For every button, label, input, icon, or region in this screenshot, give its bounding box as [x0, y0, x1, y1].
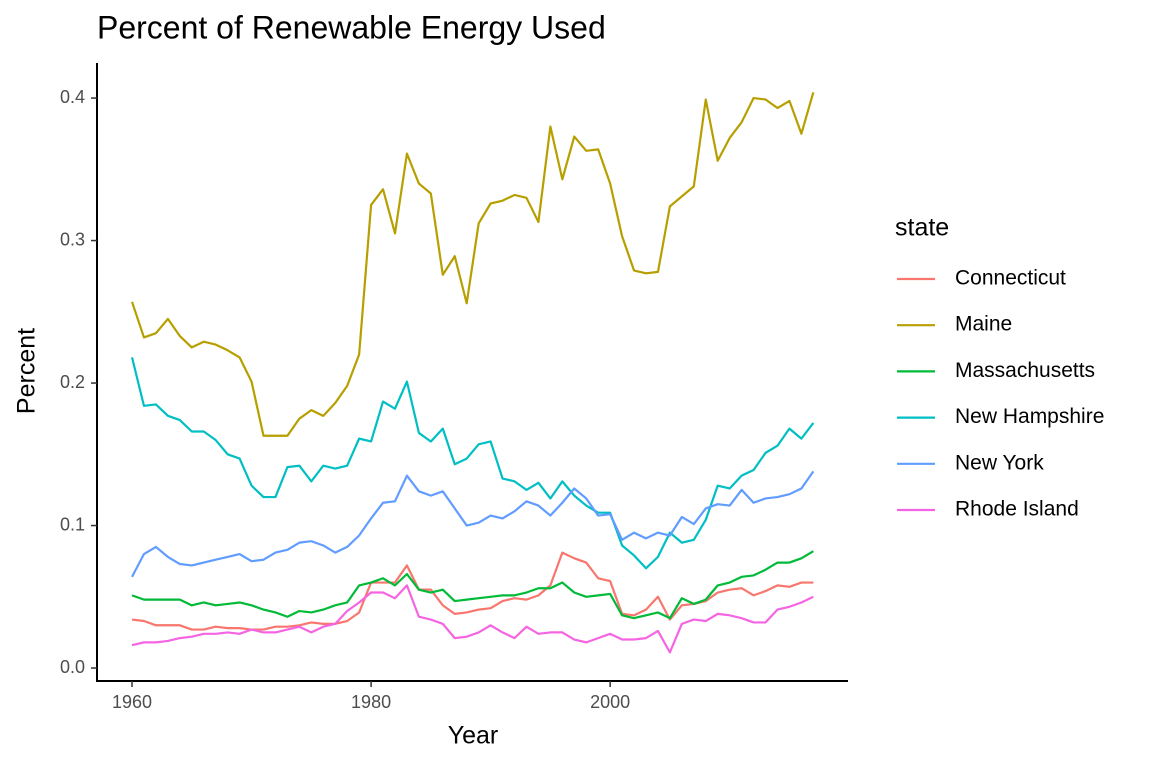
legend-label: New Hampshire — [955, 405, 1104, 428]
series-line — [130, 357, 815, 570]
y-tick-label: 0.4 — [60, 87, 85, 107]
y-tick-label: 0.3 — [60, 229, 85, 249]
legend-title: state — [895, 214, 949, 242]
series-line — [130, 92, 815, 437]
series-line — [131, 584, 814, 654]
x-tick-label: 2000 — [590, 692, 630, 712]
legend-label: Rhode Island — [955, 498, 1079, 521]
legend-label: Maine — [955, 313, 1012, 336]
legend-label: New York — [955, 451, 1044, 474]
x-tick-label: 1960 — [112, 692, 152, 712]
y-tick-label: 0.0 — [60, 657, 85, 677]
series-line — [131, 550, 814, 620]
x-tick-label: 1980 — [351, 692, 391, 712]
y-axis-label: Percent — [13, 328, 41, 414]
y-tick-label: 0.2 — [60, 372, 85, 392]
y-tick-label: 0.1 — [60, 514, 85, 534]
series-line — [131, 470, 815, 578]
legend-label: Connecticut — [955, 267, 1066, 290]
x-axis-label: Year — [448, 722, 499, 750]
legend-label: Massachusetts — [955, 359, 1095, 382]
chart-title: Percent of Renewable Energy Used — [97, 9, 606, 45]
